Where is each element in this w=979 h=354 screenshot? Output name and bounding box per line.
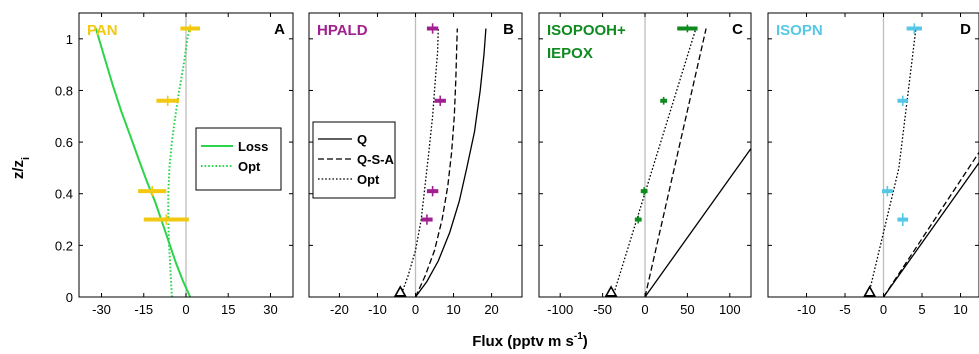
x-tick-label: 10 [446,302,460,317]
triangle-marker [393,285,407,297]
x-tick-label: -30 [92,302,111,317]
species-label: ISOPOOH+ [547,22,626,39]
legend-box [195,127,282,191]
observation-4 [634,215,642,224]
model-curves [94,28,192,297]
series-q [414,28,487,297]
y-tick-label: 0.6 [55,135,73,150]
observation-4 [143,214,189,225]
species-label: PAN [87,22,118,39]
series-q [882,162,979,297]
panel-letter: C [732,21,743,38]
x-tick-label: 10 [953,302,967,317]
panel-a: -30 -15 0 15 30 0 0.2 0.4 0.6 0.8 1 PAN A Loss Opt [55,12,294,317]
x-tick-label: -20 [330,302,349,317]
observation-2 [897,95,909,106]
legend-entry-q-s-a: Q-S-A [357,152,394,167]
legend-entry-opt: Opt [238,159,261,174]
series-q-s-a [882,152,979,297]
y-tick-label: 0.8 [55,83,73,98]
x-tick-label: 30 [263,302,277,317]
observation-3 [426,185,439,197]
panel-letter: D [960,21,971,38]
model-curves [612,28,751,297]
observation-2 [156,95,179,106]
y-axis-label: z/zi [10,157,32,179]
y-tick-label: 0.4 [55,187,73,202]
observation-4 [897,213,909,226]
series-q-s-a [414,28,458,297]
observation-3 [138,185,167,197]
legend-entry-opt: Opt [357,172,380,187]
y-tick-label: 0 [66,290,73,305]
panel-letter: A [274,21,285,38]
y-tick-label: 1 [66,32,73,47]
series-loss [94,28,192,297]
x-tick-label: 5 [918,302,925,317]
legend: Q Q-S-A Opt [312,121,396,199]
x-tick-label: -10 [797,302,816,317]
x-tick-label: -10 [368,302,387,317]
series-opt [167,28,191,297]
x-tick-label: 50 [680,302,694,317]
panel-d: -10 -5 0 5 10 ISOPN D [767,12,979,317]
x-tick-label: 100 [719,302,741,317]
observation-1 [677,24,698,33]
x-tick-label: 0 [880,302,887,317]
legend-entry-q: Q [357,132,367,147]
panel-letter: B [503,21,514,38]
x-tick-label: 0 [641,302,648,317]
observation-2 [434,95,446,106]
x-tick-label: -100 [547,302,573,317]
species-label: ISOPN [776,22,823,39]
x-tick-label: -15 [134,302,153,317]
legend: Loss Opt [195,127,282,191]
observation-1 [180,24,201,33]
x-tick-label: 0 [412,302,419,317]
x-tick-label: -50 [593,302,612,317]
series-q-s-a [644,28,707,297]
x-tick-label: 20 [484,302,498,317]
panel-frame [767,12,979,298]
species-label: IEPOX [547,45,593,62]
series-opt [612,28,697,297]
x-tick-label: 0 [182,302,189,317]
series-opt [867,28,917,297]
species-label: HPALD [317,22,368,39]
legend-box [312,121,396,199]
triangle-marker [604,285,618,297]
observation-3 [881,185,893,197]
model-curves [867,28,979,297]
series-opt [399,28,439,297]
series-q [644,148,751,297]
observation-4 [421,214,433,225]
y-tick-label: 0.2 [55,238,73,253]
panel-b: -20 -10 0 10 20 HPALD B Q Q-S-A Opt [308,12,523,317]
panel-c: -100 -50 0 50 100 ISOPOOH+ IEPOX C [538,12,752,317]
triangle-marker [863,285,877,297]
x-axis-label: Flux (pptv m s-1) [472,331,588,350]
model-curves [399,28,487,297]
observation-3 [640,187,648,196]
observation-1 [906,23,923,34]
observation-1 [426,23,439,34]
x-tick-label: 15 [221,302,235,317]
legend-entry-loss: Loss [238,139,268,154]
observation-2 [660,96,668,105]
x-tick-label: -5 [839,302,851,317]
